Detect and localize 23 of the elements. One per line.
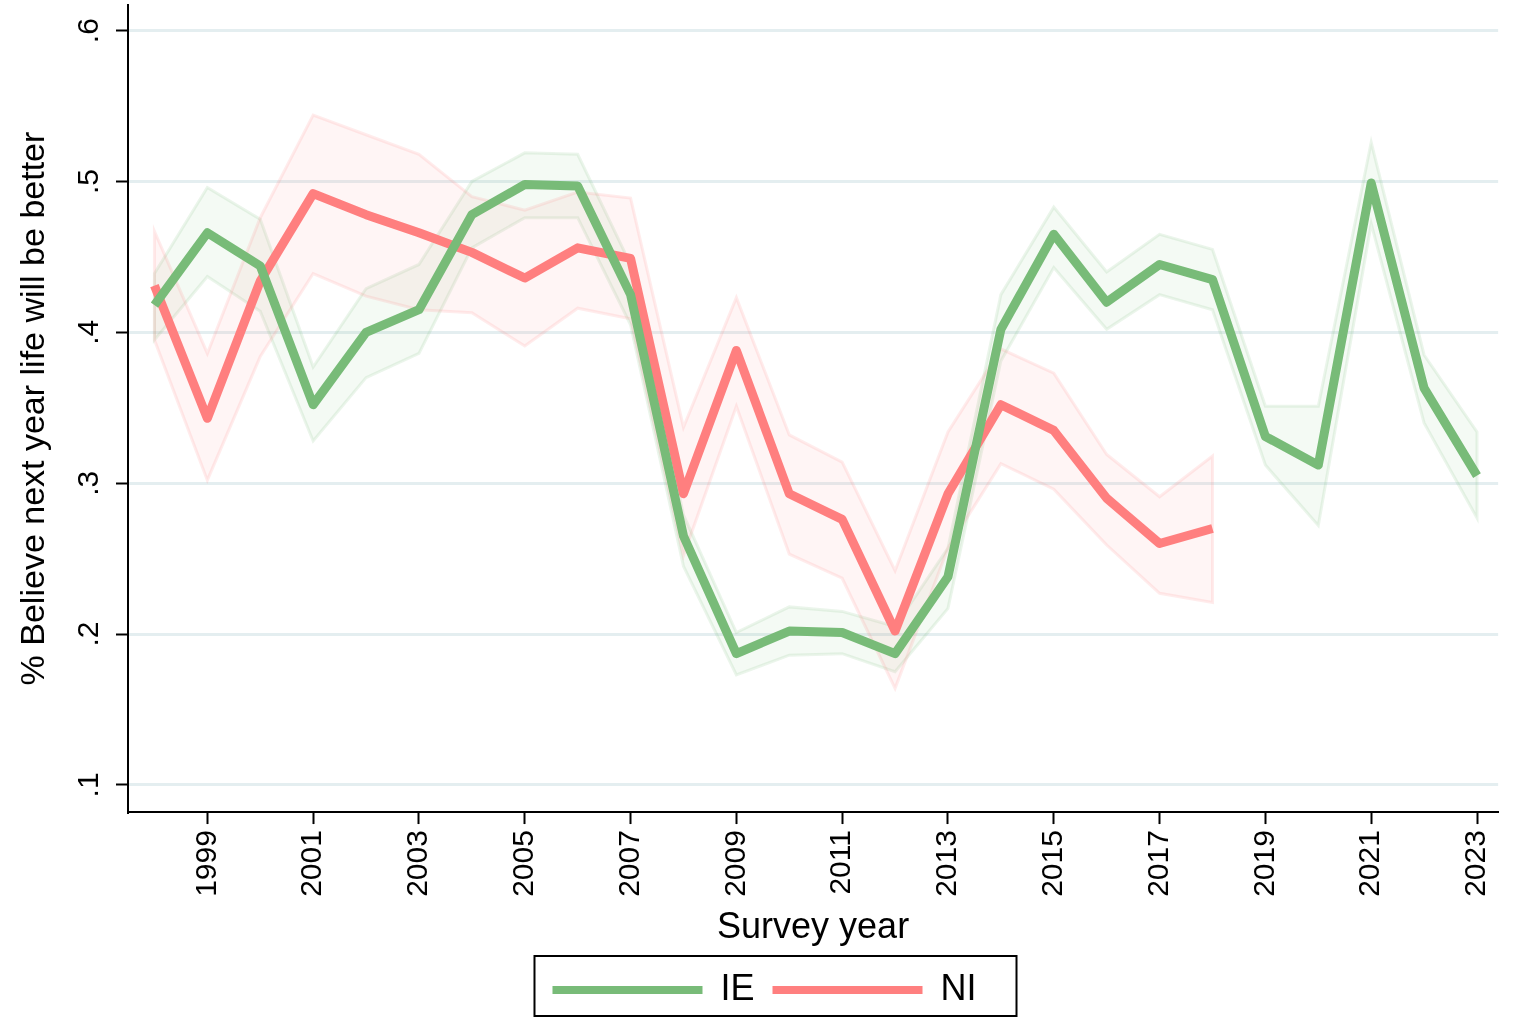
legend-label: IE bbox=[720, 966, 755, 1008]
x-tick-label: 2019 bbox=[1246, 830, 1280, 897]
y-tick-label: .6 bbox=[71, 18, 105, 44]
x-axis-title: Survey year bbox=[717, 905, 910, 947]
x-tick-label: 2003 bbox=[400, 830, 434, 897]
y-tick-label: .1 bbox=[71, 772, 105, 798]
y-tick-label: .3 bbox=[71, 470, 105, 496]
y-tick-label: .5 bbox=[71, 168, 105, 195]
x-tick-label: 2013 bbox=[929, 830, 963, 897]
x-tick-label: 1999 bbox=[188, 830, 222, 897]
x-tick-label: 2011 bbox=[823, 830, 857, 895]
y-tick-label: .4 bbox=[71, 319, 105, 345]
legend-label: NI bbox=[940, 966, 977, 1008]
y-axis-title: % Believe next year life will be better bbox=[12, 131, 51, 686]
x-tick-label: 2017 bbox=[1140, 830, 1174, 897]
x-tick-label: 2023 bbox=[1458, 830, 1492, 897]
x-tick-label: 2009 bbox=[717, 830, 751, 897]
y-tick-label: .2 bbox=[71, 621, 105, 647]
x-tick-label: 2001 bbox=[294, 830, 328, 897]
x-tick-label: 2015 bbox=[1035, 830, 1069, 897]
x-tick-label: 2021 bbox=[1352, 830, 1386, 897]
x-tick-label: 2007 bbox=[611, 830, 645, 897]
x-tick-label: 2005 bbox=[506, 830, 540, 897]
